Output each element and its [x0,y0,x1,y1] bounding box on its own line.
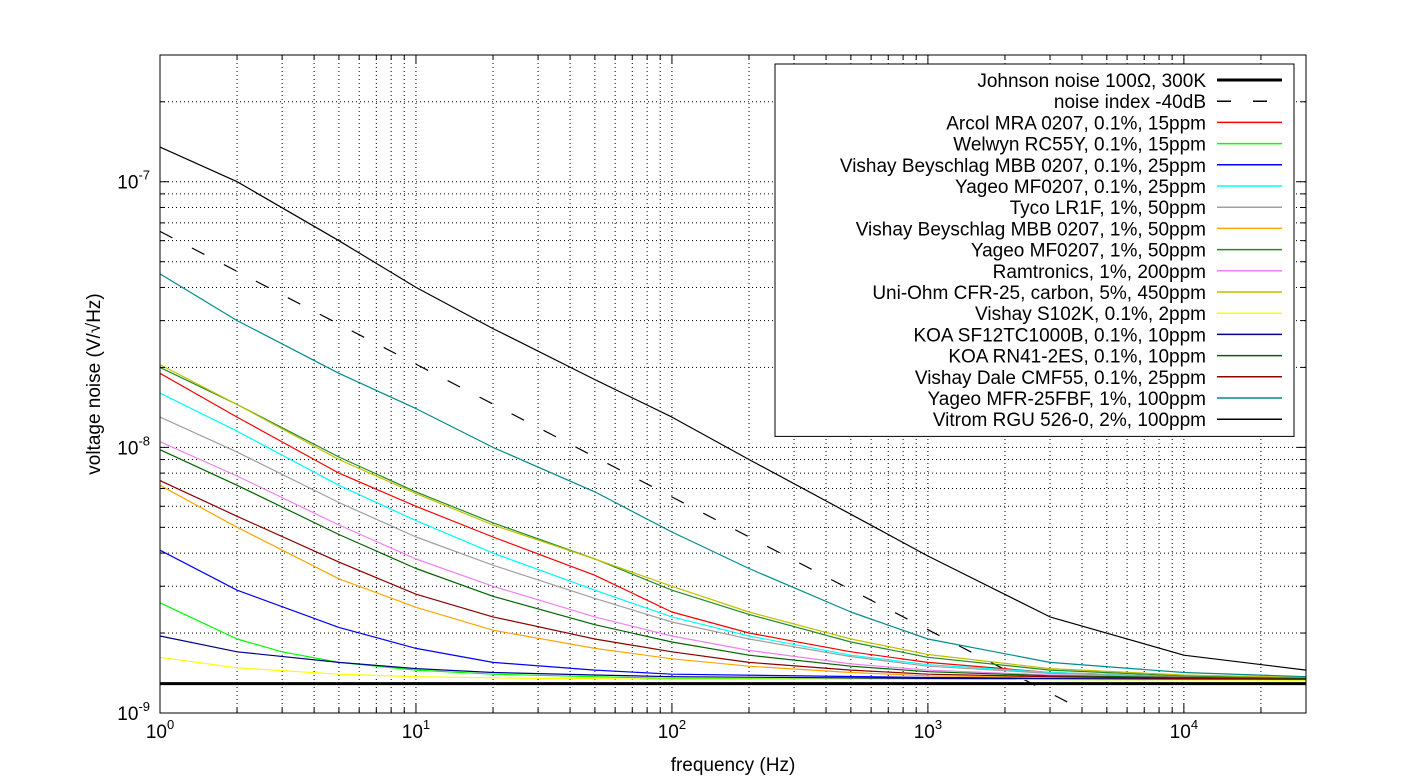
legend-label: Yageo MF0207, 1%, 50ppm [971,241,1206,262]
legend-label: KOA SF12TC1000B, 0.1%, 10ppm [913,325,1206,346]
legend-label: Vishay Beyschlag MBB 0207, 0.1%, 25ppm [840,156,1206,177]
legend-label: Vishay Beyschlag MBB 0207, 1%, 50ppm [856,219,1206,240]
series-line [159,273,1307,678]
x-axis-title: frequency (Hz) [671,755,796,776]
plot-frame [159,54,1307,714]
series-line [159,366,1307,679]
ticks-layer: 100 101 102 103 104 10-9 10-8 10-7 [117,54,1307,743]
legend-label: Yageo MF0207, 0.1%, 25ppm [955,177,1206,198]
x-tick-label: 101 [402,717,430,743]
series-line [159,484,1307,680]
legend-label: Vishay S102K, 0.1%, 2ppm [975,304,1206,325]
series-line [159,364,1307,679]
legend-label: Johnson noise 100Ω, 300K [977,71,1206,92]
x-tick-label: 103 [914,717,942,743]
y-tick-label: 10-9 [117,699,150,725]
series-line [159,449,1307,680]
series-line [159,635,1307,680]
y-axis-title: voltage noise (V/√Hz) [84,293,105,475]
legend-label: Welwyn RC55Y, 0.1%, 15ppm [953,135,1206,156]
series-line [159,230,1083,711]
series-line [159,656,1307,681]
legend-label: Tyco LR1F, 1%, 50ppm [1010,198,1206,219]
legend-label: Ramtronics, 1%, 200ppm [993,262,1206,283]
series-line [159,392,1307,679]
series-line [159,549,1307,680]
y-tick-label: 10-7 [117,168,150,194]
series-line [159,146,1307,671]
legend-label: KOA RN41-2ES, 0.1%, 10ppm [948,347,1206,368]
x-tick-label: 100 [146,717,174,743]
legend-label: noise index -40dB [1054,92,1206,113]
legend-label: Arcol MRA 0207, 0.1%, 15ppm [946,113,1206,134]
legend-label: Uni-Ohm CFR-25, carbon, 5%, 450ppm [872,283,1206,304]
series-line [159,416,1307,679]
series-line [159,441,1307,680]
legend-label: Vishay Dale CMF55, 0.1%, 25ppm [915,368,1206,389]
x-tick-label: 102 [658,717,686,743]
x-tick-label: 104 [1170,717,1198,743]
series-layer [159,146,1307,711]
legend-label: Vitrom RGU 526-0, 2%, 100ppm [933,410,1206,431]
legend-box [774,63,1295,437]
legend-label: Yageo MFR-25FBF, 1%, 100ppm [928,389,1206,410]
series-line [159,480,1307,680]
y-tick-label: 10-8 [117,433,150,459]
